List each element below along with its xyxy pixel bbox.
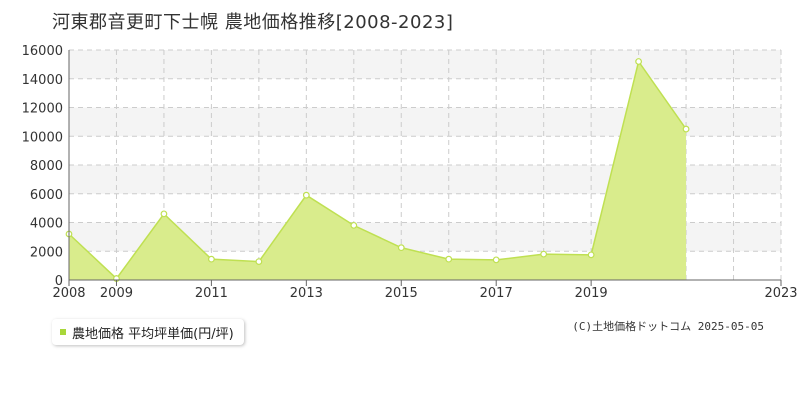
data-point xyxy=(255,258,263,266)
legend[interactable]: 農地価格 平均坪単価(円/坪) xyxy=(52,319,244,345)
data-point xyxy=(445,255,453,263)
data-point xyxy=(635,58,642,65)
y-tick-label: 0 xyxy=(55,274,63,289)
x-tick-label: 2017 xyxy=(480,286,513,301)
data-point xyxy=(160,210,168,218)
y-tick-label: 6000 xyxy=(30,188,63,203)
y-tick-label: 12000 xyxy=(22,102,63,117)
legend-label: 農地価格 平均坪単価(円/坪) xyxy=(72,326,234,342)
data-point xyxy=(207,255,215,263)
x-tick-label: 2008 xyxy=(52,286,85,301)
data-point xyxy=(682,125,690,133)
data-point xyxy=(397,244,405,252)
y-tick-label: 14000 xyxy=(22,73,63,88)
x-tick-label: 2023 xyxy=(764,286,797,301)
y-tick-label: 8000 xyxy=(30,159,63,174)
data-point xyxy=(302,191,310,199)
copyright-notice: (C)土地価格ドットコム 2025-05-05 xyxy=(572,320,764,333)
y-tick-label: 4000 xyxy=(30,217,63,232)
x-tick-label: 2013 xyxy=(290,286,323,301)
data-point xyxy=(540,250,548,258)
x-tick-label: 2019 xyxy=(575,286,608,301)
data-point xyxy=(587,251,595,259)
chart-title: 河東郡音更町下士幌 農地価格推移[2008-2023] xyxy=(52,12,454,33)
series-area xyxy=(69,61,687,280)
x-tick-label: 2009 xyxy=(100,286,133,301)
y-tick-label: 10000 xyxy=(22,130,63,145)
legend-marker-icon xyxy=(60,329,66,335)
x-tick-label: 2011 xyxy=(195,286,228,301)
series-line xyxy=(68,59,687,280)
data-point xyxy=(492,256,500,264)
y-tick-label: 2000 xyxy=(30,245,63,260)
y-tick-label: 16000 xyxy=(22,44,63,59)
x-tick-label: 2015 xyxy=(385,286,418,301)
data-point xyxy=(350,221,358,229)
grid-band xyxy=(69,50,781,79)
